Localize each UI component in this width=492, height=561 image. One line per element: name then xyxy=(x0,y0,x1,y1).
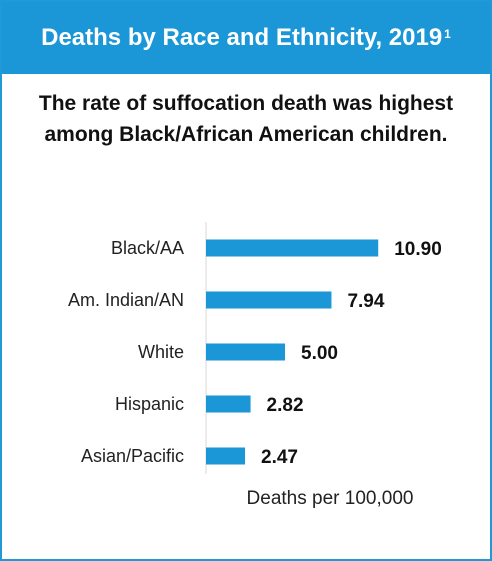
value-label: 7.94 xyxy=(347,291,384,312)
bar xyxy=(206,395,251,413)
category-label: Hispanic xyxy=(115,394,184,414)
category-label: White xyxy=(138,342,184,362)
chart-subtitle: The rate of suffocation death was highes… xyxy=(2,88,490,150)
subtitle-line-1: The rate of suffocation death was highes… xyxy=(38,92,454,115)
value-label: 5.00 xyxy=(301,343,338,364)
value-label: 2.82 xyxy=(267,395,304,416)
header-banner: Deaths by Race and Ethnicity, 2019 1 xyxy=(2,2,490,74)
bar xyxy=(206,291,332,309)
category-label: Am. Indian/AN xyxy=(68,290,184,310)
bar xyxy=(206,343,285,361)
category-label: Black/AA xyxy=(111,238,184,258)
bar xyxy=(206,239,379,257)
bar-chart: Black/AA 10.90 Am. Indian/AN 7.94 White 5.00 H… xyxy=(68,222,442,509)
bar xyxy=(206,447,246,465)
x-axis-title: Deaths per 100,000 xyxy=(247,488,414,509)
value-label: 2.47 xyxy=(261,447,298,468)
subtitle-line-2: among Black/African American children. xyxy=(44,123,448,146)
header-footnote: 1 xyxy=(444,27,451,41)
category-label: Asian/Pacific xyxy=(81,446,184,466)
value-label: 10.90 xyxy=(394,239,442,260)
header-title: Deaths by Race and Ethnicity, 2019 xyxy=(41,24,443,51)
